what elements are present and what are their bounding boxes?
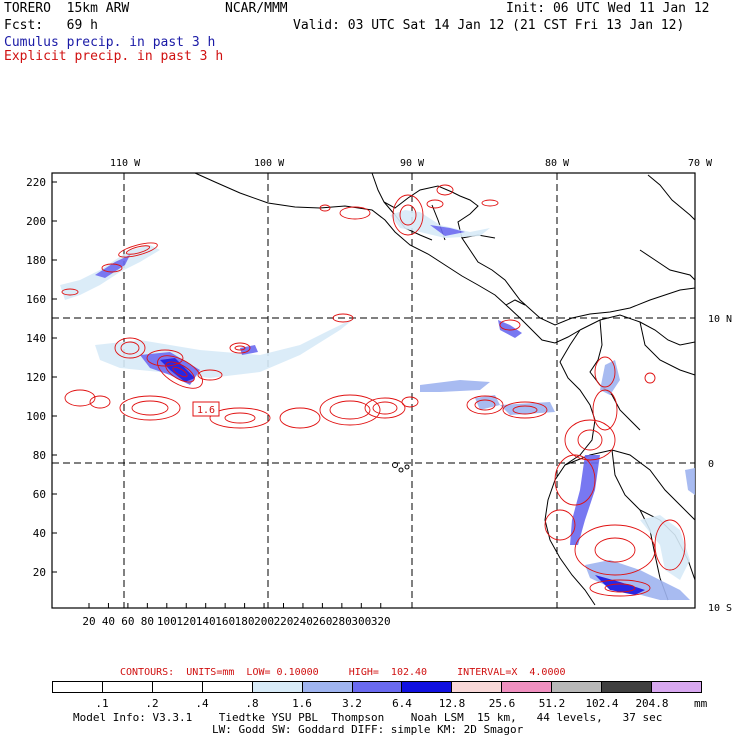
legend-swatch bbox=[102, 682, 153, 692]
x-tick-label: 140 bbox=[196, 615, 216, 628]
institution-label: NCAR/MMM bbox=[225, 1, 288, 16]
cumulus-field-label: Cumulus precip. in past 3 h bbox=[4, 35, 216, 50]
x-axis: 20 40 60 80 100 120 140 160 180 200 220 240 260 280 30… bbox=[82, 603, 391, 628]
valid-time: Valid: 03 UTC Sat 14 Jan 12 (21 CST Fri … bbox=[293, 18, 685, 33]
legend-swatch bbox=[552, 682, 603, 692]
contour-label-box bbox=[192, 401, 220, 417]
legend-level-label: 204.8 bbox=[635, 697, 669, 710]
y-tick-label: 180 bbox=[26, 254, 46, 267]
legend-level-label: .4 bbox=[195, 697, 209, 710]
x-tick-label: 240 bbox=[293, 615, 313, 628]
y-tick-label: 20 bbox=[33, 566, 46, 579]
cumulus-precip-shading bbox=[60, 210, 695, 600]
lon-labels: 110 W 100 W 90 W 80 W 70 W bbox=[110, 158, 713, 169]
x-tick-label: 220 bbox=[274, 615, 294, 628]
legend-level-label: 51.2 bbox=[538, 697, 566, 710]
model-info: Model Info: V3.3.1 Tiedtke YSU PBL Thomp… bbox=[73, 711, 663, 724]
lon-label: 70 W bbox=[688, 158, 713, 169]
x-tick-label: 20 bbox=[82, 615, 95, 628]
x-tick-label: 260 bbox=[312, 615, 332, 628]
legend-swatch bbox=[452, 682, 503, 692]
contour-info: CONTOURS: UNITS=mm LOW= 0.10000 HIGH= 10… bbox=[120, 667, 566, 678]
x-tick-label: 300 bbox=[351, 615, 371, 628]
legend-level-label: 3.2 bbox=[342, 697, 362, 710]
legend-level-label: 6.4 bbox=[392, 697, 412, 710]
y-tick-label: 100 bbox=[26, 410, 46, 423]
contour-label: 1.6 bbox=[197, 405, 215, 416]
legend-swatch bbox=[252, 682, 303, 692]
legend-swatch bbox=[602, 682, 653, 692]
legend-swatch bbox=[402, 682, 453, 692]
graticule bbox=[52, 173, 695, 608]
color-legend bbox=[52, 681, 702, 693]
x-tick-label: 100 bbox=[157, 615, 177, 628]
x-tick-label: 160 bbox=[215, 615, 235, 628]
init-time: Init: 06 UTC Wed 11 Jan 12 bbox=[506, 1, 710, 16]
legend-level-label: .8 bbox=[245, 697, 259, 710]
y-tick-label: 140 bbox=[26, 332, 46, 345]
legend-swatch bbox=[352, 682, 403, 692]
legend-swatch bbox=[652, 682, 701, 692]
y-tick-label: 40 bbox=[33, 527, 46, 540]
legend-swatch bbox=[53, 682, 103, 692]
explicit-field-label: Explicit precip. in past 3 h bbox=[4, 49, 224, 64]
legend-swatch bbox=[502, 682, 553, 692]
legend-swatch bbox=[302, 682, 353, 692]
lon-label: 110 W bbox=[110, 158, 141, 169]
y-tick-label: 200 bbox=[26, 215, 46, 228]
physics-info: LW: Godd SW: Goddard DIFF: simple KM: 2D… bbox=[212, 723, 524, 736]
legend-swatch bbox=[202, 682, 253, 692]
x-tick-label: 180 bbox=[235, 615, 255, 628]
explicit-precip-contours bbox=[61, 184, 686, 597]
y-axis: 220 200 180 160 140 120 100 80 60 40 20 bbox=[26, 176, 57, 579]
x-tick-label: 120 bbox=[176, 615, 196, 628]
legend-level-label: .1 bbox=[95, 697, 109, 710]
y-tick-label: 160 bbox=[26, 293, 46, 306]
legend-level-label: 12.8 bbox=[438, 697, 466, 710]
legend-swatch bbox=[152, 682, 203, 692]
y-tick-label: 120 bbox=[26, 371, 46, 384]
x-tick-label: 80 bbox=[141, 615, 154, 628]
lat-labels: 10 N 0 10 S bbox=[708, 314, 732, 614]
forecast-hour: Fcst: 69 h bbox=[4, 18, 98, 33]
lon-label: 80 W bbox=[545, 158, 570, 169]
y-tick-label: 220 bbox=[26, 176, 46, 189]
x-tick-label: 320 bbox=[371, 615, 391, 628]
x-tick-label: 60 bbox=[121, 615, 134, 628]
legend-level-label: 25.6 bbox=[488, 697, 516, 710]
lat-label: 10 N bbox=[708, 314, 732, 325]
x-tick-label: 40 bbox=[102, 615, 115, 628]
x-tick-label: 280 bbox=[332, 615, 352, 628]
legend-level-label: 1.6 bbox=[292, 697, 312, 710]
map-frame bbox=[51, 172, 696, 609]
lon-label: 100 W bbox=[254, 158, 285, 169]
lat-label: 0 bbox=[708, 459, 714, 470]
legend-level-label: 102.4 bbox=[585, 697, 619, 710]
legend-level-label: .2 bbox=[145, 697, 159, 710]
y-tick-label: 60 bbox=[33, 488, 46, 501]
lon-label: 90 W bbox=[400, 158, 425, 169]
legend-units: mm bbox=[694, 697, 708, 710]
lat-label: 10 S bbox=[708, 603, 732, 614]
model-title: TORERO 15km ARW bbox=[4, 1, 130, 16]
x-tick-label: 200 bbox=[254, 615, 274, 628]
y-tick-label: 80 bbox=[33, 449, 46, 462]
